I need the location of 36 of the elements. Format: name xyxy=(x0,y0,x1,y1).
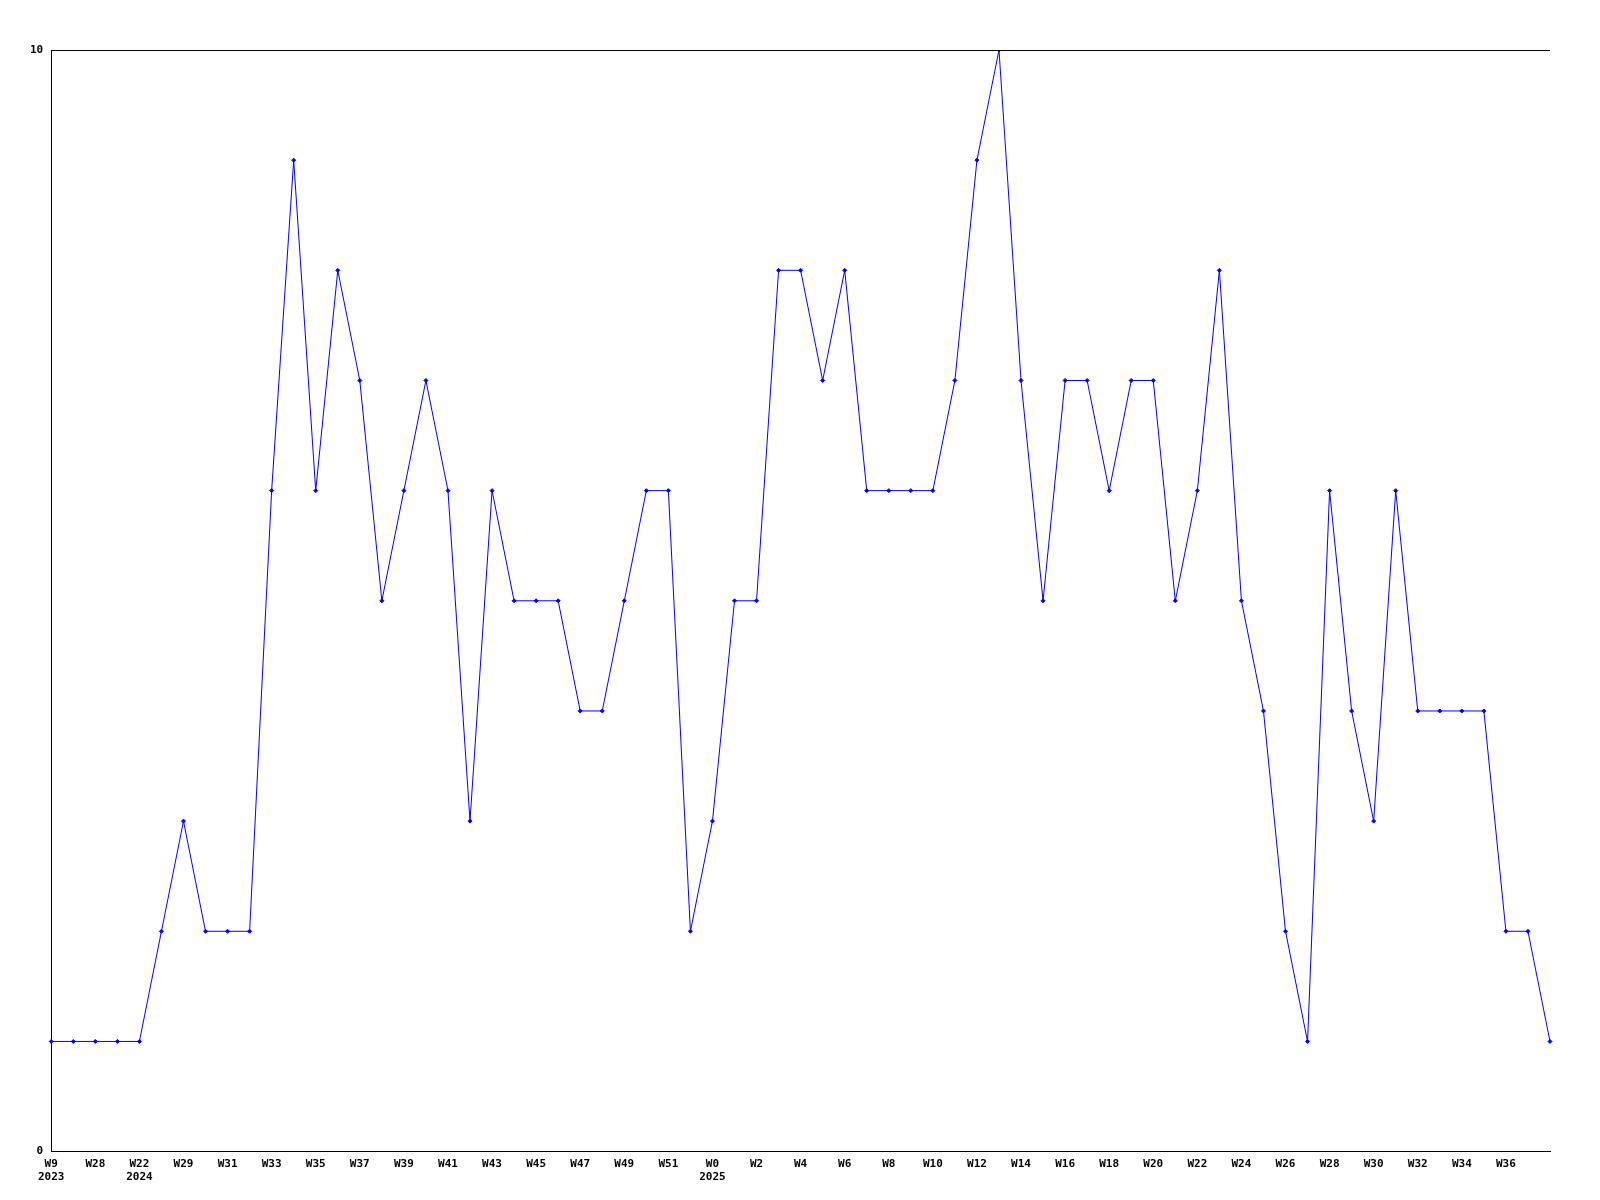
x-tick-label: W10 xyxy=(922,1157,943,1171)
x-tick-label: W35 xyxy=(305,1157,326,1171)
x-tick-label: W0 2025 xyxy=(699,1157,726,1184)
x-tick-label: W36 xyxy=(1495,1157,1517,1171)
x-tick-label: W45 xyxy=(526,1157,547,1171)
x-tick-label: W9 2023 xyxy=(38,1157,65,1184)
x-tick-label: W2 xyxy=(749,1157,764,1171)
x-tick-label: W49 xyxy=(614,1157,635,1171)
x-tick-label: W30 xyxy=(1363,1157,1384,1171)
x-tick-label: W12 xyxy=(967,1157,987,1171)
x-tick-label: W22 xyxy=(1187,1157,1208,1171)
x-tick-label: W20 xyxy=(1143,1157,1164,1171)
y-tick-label: 10 xyxy=(30,42,44,56)
x-tick-label: W29 xyxy=(173,1157,194,1171)
x-tick-label: W6 xyxy=(838,1157,852,1171)
x-tick-label: W28 xyxy=(85,1157,106,1171)
x-tick-label: W34 xyxy=(1451,1157,1473,1171)
x-tick-label: W22 2024 xyxy=(126,1157,154,1184)
x-tick-label: W24 xyxy=(1231,1157,1252,1171)
x-tick-label: W47 xyxy=(570,1157,591,1171)
x-tick-label: W4 xyxy=(794,1157,808,1171)
x-tick-label: W33 xyxy=(261,1157,282,1171)
x-tick-label: W8 xyxy=(882,1157,896,1171)
x-tick-label: W39 xyxy=(393,1157,414,1171)
y-tick-label: 0 xyxy=(36,1144,44,1158)
x-tick-label: W14 xyxy=(1011,1157,1032,1171)
x-tick-label: W41 xyxy=(438,1157,459,1171)
x-tick-label: W31 xyxy=(217,1157,238,1171)
x-tick-label: W37 xyxy=(349,1157,370,1171)
x-tick-label: W43 xyxy=(482,1157,502,1171)
x-tick-label: W32 xyxy=(1407,1157,1428,1171)
x-tick-label: W26 xyxy=(1275,1157,1296,1171)
x-tick-label: W18 xyxy=(1099,1157,1120,1171)
x-tick-label: W16 xyxy=(1055,1157,1076,1171)
x-tick-label: W51 xyxy=(658,1157,679,1171)
x-tick-label: W28 xyxy=(1319,1157,1340,1171)
